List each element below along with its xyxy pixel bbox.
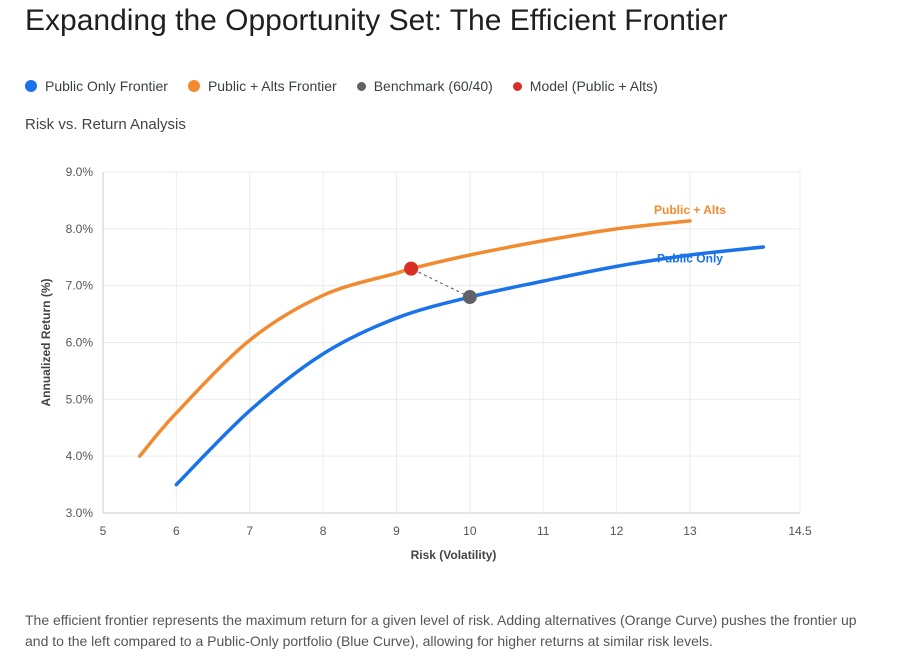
y-tick-label: 3.0% — [66, 506, 94, 520]
public-alts-label: Public + Alts — [654, 203, 726, 217]
legend-item: Public Only Frontier — [25, 78, 168, 94]
legend-marker-icon — [512, 81, 522, 91]
chart-subtitle: Risk vs. Return Analysis — [25, 116, 186, 133]
public-alts-line — [137, 219, 692, 458]
x-tick-label: 11 — [537, 524, 550, 538]
y-tick-label: 4.0% — [66, 449, 94, 463]
y-tick-label: 9.0% — [66, 165, 94, 179]
legend-label: Benchmark (60/40) — [373, 78, 493, 94]
y-tick-label: 7.0% — [66, 279, 94, 293]
x-tick-label: 13 — [683, 524, 697, 538]
legend-item: Model (Public + Alts) — [512, 78, 658, 94]
benchmark-point — [462, 290, 477, 305]
x-tick-label: 6 — [173, 524, 180, 538]
y-tick-label: 8.0% — [66, 222, 94, 236]
y-axis-label: Annualized Return (%) — [39, 278, 53, 406]
legend-marker-icon — [356, 81, 366, 91]
x-tick-label: 7 — [246, 524, 253, 538]
legend: Public Only Frontier Public + Alts Front… — [25, 78, 658, 94]
x-tick-label: 5 — [100, 524, 107, 538]
legend-label: Public + Alts Frontier — [207, 78, 337, 94]
public-only-label: Public Only — [657, 251, 723, 265]
legend-item: Benchmark (60/40) — [356, 78, 493, 94]
x-tick-label: 9 — [393, 524, 400, 538]
x-tick-label: 14.5 — [788, 524, 812, 538]
page-title: Expanding the Opportunity Set: The Effic… — [25, 4, 728, 37]
chart-caption: The efficient frontier represents the ma… — [25, 612, 857, 649]
frontier-chart: 3.0% 4.0% 5.0% 6.0% 7.0% 8.0% 9.0% 5 6 7 8 9 10 11 12 1… — [39, 165, 812, 562]
public-only-line — [174, 245, 766, 487]
x-tick-label: 8 — [320, 524, 327, 538]
x-tick-label: 12 — [610, 524, 624, 538]
legend-marker-icon — [187, 80, 200, 92]
model-point — [404, 261, 419, 276]
legend-label: Model (Public + Alts) — [529, 78, 658, 94]
legend-label: Public Only Frontier — [45, 78, 168, 94]
y-tick-label: 6.0% — [66, 336, 94, 350]
y-tick-label: 5.0% — [66, 392, 94, 406]
legend-item: Public + Alts Frontier — [187, 78, 337, 94]
x-axis-label: Risk (Volatility) — [411, 548, 497, 562]
x-tick-label: 10 — [463, 524, 477, 538]
legend-marker-icon — [25, 80, 37, 92]
connector-line — [410, 268, 471, 298]
